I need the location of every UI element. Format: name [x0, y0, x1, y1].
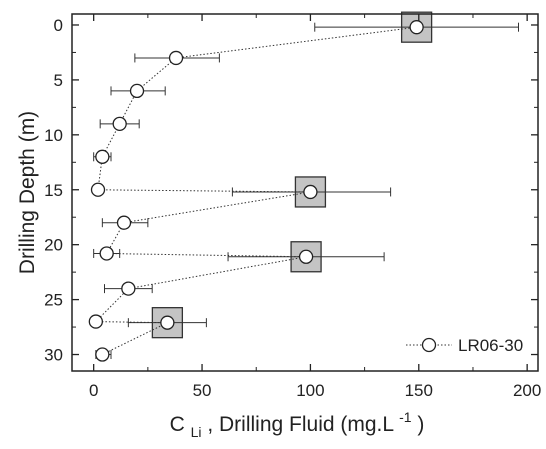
circle-marker: [116, 215, 132, 230]
y-axis-ticks: 0 5 10 15 20 25 30: [44, 16, 538, 365]
x-tick-label: 100: [296, 381, 324, 400]
x-axis-ticks: 0 50 100 150 200: [89, 14, 541, 400]
x-axis-title-superscript: -1: [399, 409, 412, 425]
connector-line: [94, 26, 417, 355]
y-tick-label: 5: [54, 71, 63, 90]
square-markers: [151, 11, 433, 339]
circle-marker: [99, 246, 114, 261]
x-axis-title-main: C: [170, 413, 185, 436]
circle-marker: [121, 281, 136, 296]
x-axis-title: C Li , Drilling Fluid (mg.L -1 ): [170, 404, 425, 442]
circle-marker: [160, 315, 175, 330]
circle-marker: [298, 249, 314, 264]
y-tick-label: 30: [44, 346, 63, 365]
x-tick-label: 150: [405, 381, 433, 400]
y-tick-label: 20: [44, 236, 63, 255]
circle-marker: [168, 50, 184, 66]
circle-marker: [409, 20, 424, 35]
circle-marker: [90, 182, 106, 197]
legend-marker: [421, 337, 437, 353]
circle-marker: [129, 83, 145, 99]
circle-marker: [88, 314, 103, 329]
circle-marker: [95, 347, 110, 362]
circle-marker: [112, 116, 127, 131]
x-axis-title-close: ): [417, 413, 424, 436]
y-tick-label: 25: [44, 291, 63, 310]
x-axis-title-rest: , Drilling Fluid (mg.L: [207, 413, 393, 436]
x-axis-title-subscript: Li: [191, 424, 202, 440]
circle-marker: [95, 149, 110, 164]
y-tick-label: 10: [44, 126, 63, 145]
series-line: [94, 26, 417, 355]
x-tick-label: 0: [89, 381, 98, 400]
x-tick-label: 200: [513, 381, 541, 400]
x-tick-label: 50: [193, 381, 212, 400]
legend-label: LR06-30: [458, 336, 523, 355]
y-axis-title: Drilling Depth (m): [16, 111, 39, 274]
circle-marker: [303, 184, 318, 200]
circle-markers: [88, 20, 424, 362]
legend: LR06-30: [406, 336, 523, 355]
plot-frame: [71, 13, 539, 372]
y-tick-label: 0: [54, 16, 63, 35]
y-tick-label: 15: [44, 181, 63, 200]
